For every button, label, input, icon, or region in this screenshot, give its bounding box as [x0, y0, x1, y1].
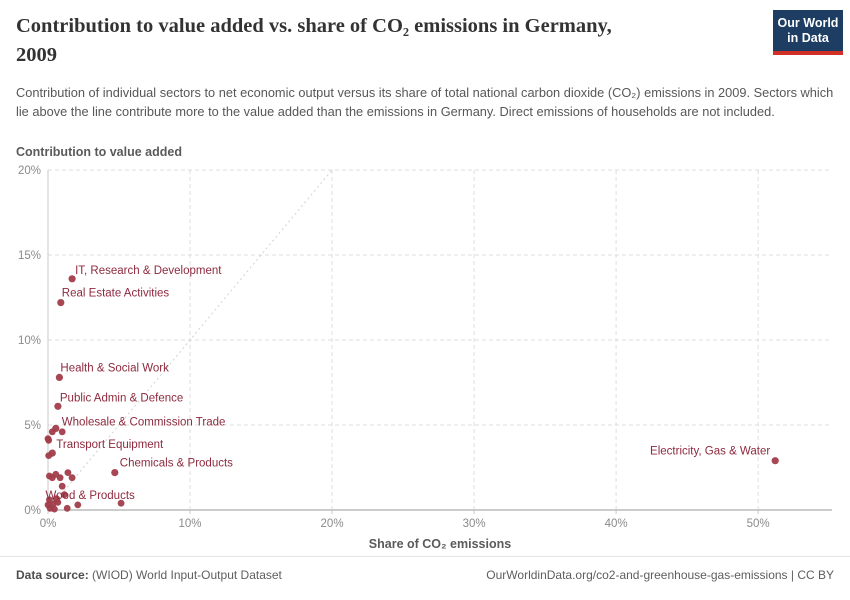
scatter-point-wholesale-commission-trade[interactable] — [52, 424, 60, 432]
logo-line-1: Our World — [777, 16, 839, 30]
scatter-point[interactable] — [68, 474, 76, 482]
scatter-point[interactable] — [63, 504, 71, 512]
point-label-chemicals-products[interactable]: Chemicals & Products — [120, 458, 233, 470]
scatter-point-transport-equipment[interactable] — [48, 449, 56, 457]
scatter-point-chemicals-products[interactable] — [111, 469, 119, 477]
point-label-health-social-work[interactable]: Health & Social Work — [60, 362, 169, 374]
point-label-wood-products[interactable]: Wood & Products — [46, 490, 136, 502]
owid-logo[interactable]: Our World in Data — [773, 10, 843, 55]
y-axis-title: Contribution to value added — [16, 145, 182, 159]
x-tick-label: 40% — [605, 518, 628, 530]
x-tick-label: 50% — [747, 518, 770, 530]
scatter-point[interactable] — [44, 501, 52, 509]
chart-subtitle: Contribution of individual sectors to ne… — [16, 85, 834, 119]
x-tick-label: 0% — [40, 518, 57, 530]
scatter-point[interactable] — [51, 505, 58, 513]
scatter-point-it-research-development[interactable] — [68, 275, 76, 283]
x-axis-title: Share of CO₂ emissions — [368, 537, 512, 551]
data-source-text: (WIOD) World Input-Output Dataset — [92, 568, 282, 582]
scatter-point[interactable] — [56, 474, 64, 482]
x-tick-label: 10% — [179, 518, 202, 530]
license-link[interactable]: OurWorldinData.org/co2-and-greenhouse-ga… — [486, 568, 834, 582]
x-tick-label: 20% — [321, 518, 344, 530]
page-title: Contribution to value added vs. share of… — [16, 12, 761, 70]
title-line-2: 2009 — [16, 44, 57, 67]
point-label-public-admin-defence[interactable]: Public Admin & Defence — [60, 392, 183, 404]
x-tick-label: 30% — [463, 518, 486, 530]
scatter-point[interactable] — [45, 436, 53, 444]
scatter-point-health-social-work[interactable] — [55, 373, 64, 381]
point-label-transport-equipment[interactable]: Transport Equipment — [56, 439, 164, 451]
point-label-real-estate-activities[interactable]: Real Estate Activities — [62, 288, 170, 300]
scatter-point-electricity-gas-water[interactable] — [771, 457, 779, 465]
y-tick-label: 0% — [24, 505, 41, 517]
y-tick-label: 5% — [24, 420, 41, 432]
scatter-point-public-admin-defence[interactable] — [54, 402, 62, 410]
title-line-1: Contribution to value added vs. share of… — [16, 15, 612, 37]
scatter-point[interactable] — [58, 428, 66, 436]
scatter-point[interactable] — [74, 501, 82, 509]
chart-footer: Data source: (WIOD) World Input-Output D… — [0, 556, 850, 582]
data-source: Data source: (WIOD) World Input-Output D… — [16, 568, 282, 582]
scatter-point[interactable] — [64, 469, 72, 476]
y-tick-label: 10% — [18, 335, 41, 347]
identity-line — [47, 169, 333, 511]
scatter-point[interactable] — [117, 499, 125, 507]
logo-line-2: in Data — [787, 30, 829, 45]
y-tick-label: 20% — [18, 165, 41, 177]
scatter-point[interactable] — [58, 482, 66, 490]
data-source-label: Data source: — [16, 568, 89, 582]
scatter-point-wood-products[interactable] — [52, 495, 61, 503]
point-label-wholesale-commission-trade[interactable]: Wholesale & Commission Trade — [62, 416, 226, 428]
y-tick-label: 15% — [18, 250, 41, 262]
point-label-electricity-gas-water[interactable]: Electricity, Gas & Water — [650, 446, 770, 458]
scatter-point-real-estate-activities[interactable] — [57, 299, 65, 307]
scatter-point[interactable] — [60, 491, 68, 499]
point-label-it-research-development[interactable]: IT, Research & Development — [75, 265, 222, 277]
